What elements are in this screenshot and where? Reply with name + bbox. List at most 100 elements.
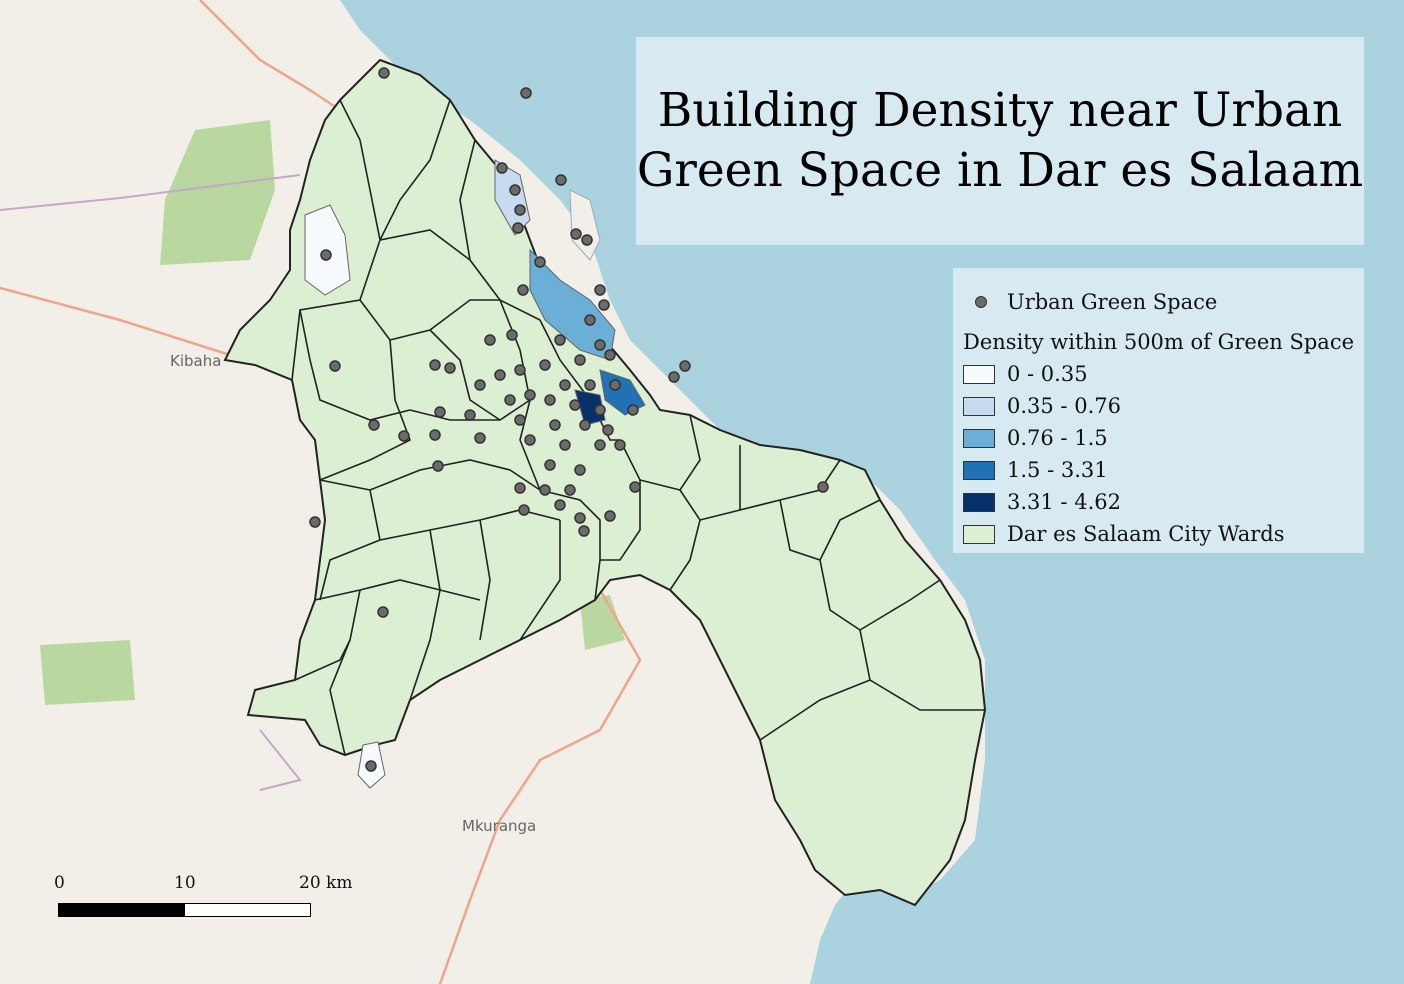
legend-swatch — [963, 364, 995, 384]
green-space-point — [514, 364, 526, 376]
green-space-point — [574, 512, 586, 524]
green-space-point — [544, 394, 556, 406]
scale-segment-black — [58, 903, 186, 917]
place-label-mkuranga: Mkuranga — [462, 817, 537, 835]
green-space-point — [604, 349, 616, 361]
green-space-point — [581, 234, 593, 246]
green-space-point — [579, 419, 591, 431]
scale-label-20: 20 km — [299, 873, 353, 893]
legend-item-urban-green-space: Urban Green Space — [963, 290, 1217, 314]
green-space-point — [329, 360, 341, 372]
green-space-point — [569, 399, 581, 411]
legend-item-class-5: 3.31 - 4.62 — [963, 490, 1121, 514]
legend-swatch — [963, 524, 995, 544]
green-space-point — [602, 424, 614, 436]
green-space-point — [506, 329, 518, 341]
green-space-point — [574, 354, 586, 366]
legend-label: 0 - 0.35 — [1007, 362, 1088, 386]
legend-swatch — [963, 460, 995, 480]
green-space-point — [668, 371, 680, 383]
place-label-kibaha: Kibaha — [170, 352, 222, 370]
green-space-point — [817, 481, 829, 493]
green-space-point — [444, 362, 456, 374]
green-space-point — [474, 379, 486, 391]
green-space-point — [554, 499, 566, 511]
legend-swatch — [963, 492, 995, 512]
green-space-point — [429, 359, 441, 371]
green-space-point — [584, 379, 596, 391]
legend-swatch — [963, 428, 995, 448]
point-symbol-icon — [975, 296, 987, 308]
green-space-point — [584, 314, 596, 326]
road — [199, 0, 341, 112]
green-space-point — [629, 481, 641, 493]
green-space-point — [614, 439, 626, 451]
legend-item-class-1: 0 - 0.35 — [963, 362, 1088, 386]
green-space-point — [549, 419, 561, 431]
sea-area — [340, 0, 1404, 984]
legend-item-class-2: 0.35 - 0.76 — [963, 394, 1121, 418]
green-space-point — [432, 460, 444, 472]
green-space-point — [464, 409, 476, 421]
legend-label: 3.31 - 4.62 — [1007, 490, 1121, 514]
green-space-point — [514, 414, 526, 426]
green-space-point — [524, 389, 536, 401]
scale-label-0: 0 — [54, 873, 65, 893]
green-space-point — [378, 67, 390, 79]
green-space-point — [398, 430, 410, 442]
green-space-points — [309, 67, 829, 772]
green-space-point — [518, 504, 530, 516]
green-space-point — [594, 439, 606, 451]
green-space-point — [309, 516, 321, 528]
green-space-point — [534, 256, 546, 268]
map-title-panel: Building Density near Urban Green Space i… — [636, 37, 1364, 245]
green-space-point — [509, 184, 521, 196]
legend-item-class-4: 1.5 - 3.31 — [963, 458, 1108, 482]
green-space-point — [559, 379, 571, 391]
green-space-point — [429, 429, 441, 441]
green-space-point — [474, 432, 486, 444]
green-space-point — [570, 228, 582, 240]
green-space-point — [434, 406, 446, 418]
legend-heading: Density within 500m of Green Space — [963, 330, 1355, 354]
admin-boundary — [0, 174, 301, 211]
green-space-point — [604, 510, 616, 522]
scale-label-10: 10 — [174, 873, 196, 893]
scale-segment-white — [184, 903, 311, 917]
green-space-point — [559, 439, 571, 451]
legend-label: Urban Green Space — [1007, 290, 1218, 314]
green-space-point — [609, 379, 621, 391]
green-space-point — [520, 87, 532, 99]
green-space-point — [594, 284, 606, 296]
green-space-point — [368, 419, 380, 431]
green-space-point — [544, 459, 556, 471]
ward-boundaries — [291, 99, 985, 756]
green-space-point — [514, 482, 526, 494]
forest-area — [580, 595, 625, 650]
legend-label: Dar es Salaam City Wards — [1007, 522, 1285, 546]
green-space-point — [524, 434, 536, 446]
forest-area — [40, 640, 135, 705]
green-space-point — [594, 339, 606, 351]
map-title: Building Density near Urban Green Space i… — [636, 83, 1364, 198]
dar-es-salaam-wards — [223, 58, 987, 907]
green-space-point — [574, 464, 586, 476]
green-space-point — [564, 484, 576, 496]
green-space-point — [512, 222, 524, 234]
green-space-point — [598, 299, 610, 311]
green-space-point — [377, 606, 389, 618]
green-space-point — [504, 394, 516, 406]
green-space-point — [679, 360, 691, 372]
forest-area — [160, 120, 275, 265]
green-space-point — [554, 334, 566, 346]
legend-item-wards: Dar es Salaam City Wards — [963, 522, 1285, 546]
green-space-point — [365, 760, 377, 772]
legend-density-heading: Density within 500m of Green Space — [963, 330, 1354, 354]
legend-label: 0.76 - 1.5 — [1007, 426, 1108, 450]
green-space-point — [539, 359, 551, 371]
green-space-point — [496, 162, 508, 174]
legend-label: 1.5 - 3.31 — [1007, 458, 1108, 482]
green-space-point — [517, 284, 529, 296]
green-space-point — [555, 174, 567, 186]
